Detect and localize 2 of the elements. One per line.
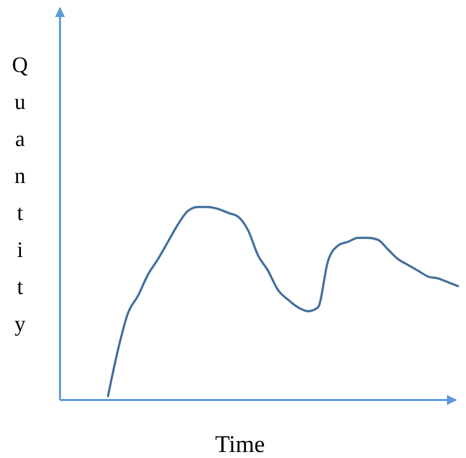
x-axis-title: Time (215, 432, 265, 458)
y-axis-title: Quantity (12, 52, 28, 336)
